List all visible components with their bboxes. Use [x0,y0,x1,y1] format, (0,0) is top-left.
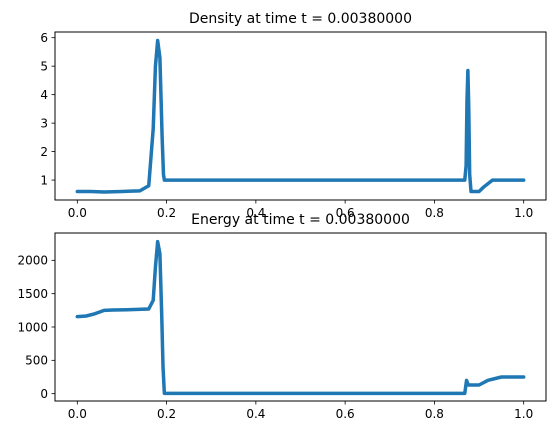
energy-y-tick-label: 2000 [17,254,48,268]
density-x-tick-label: 0.8 [425,206,444,220]
energy-x-tick-label: 0.0 [68,407,87,421]
energy-x-tick-label: 0.6 [336,407,355,421]
energy-x-tick-label: 0.8 [425,407,444,421]
energy-plot: 0.0 0.2 0.4 0.6 0.8 1.0 0 500 1000 1500 2000 Energ… [17,212,547,421]
density-x-tick-label: 0.0 [68,206,87,220]
energy-series-line [75,239,526,396]
energy-title: Energy at time t = 0.00380000 [191,212,410,228]
density-y-tick-label: 4 [40,88,48,102]
energy-y-tick-label: 500 [25,354,48,368]
energy-y-tick-label: 1500 [17,287,48,301]
energy-y-tick-label: 1000 [17,320,48,334]
density-series-layer [75,38,526,194]
energy-x-tick-label: 0.4 [246,407,265,421]
energy-x-tick-label: 0.2 [157,407,176,421]
density-y-tick-label: 6 [40,31,48,45]
energy-axes-frame [54,232,547,402]
density-x-tick-label: 0.4 [246,206,265,220]
energy-series-layer [75,239,526,396]
density-ticks-layer: 0.0 0.2 0.4 0.6 0.8 1.0 1 2 3 4 5 6 [40,31,533,220]
energy-ticks-layer: 0.0 0.2 0.4 0.6 0.8 1.0 0 500 1000 1500 2000 [17,254,533,421]
density-axes-frame [54,31,547,201]
density-y-tick-label: 1 [40,173,48,187]
density-x-tick-label: 0.6 [336,206,355,220]
density-x-tick-label: 1.0 [514,206,533,220]
density-title: Density at time t = 0.00380000 [189,11,412,27]
energy-y-tick-label: 0 [40,387,48,401]
energy-x-tick-label: 1.0 [514,407,533,421]
density-series-line [75,38,526,194]
density-y-tick-label: 3 [40,116,48,130]
density-x-tick-label: 0.2 [157,206,176,220]
density-y-tick-label: 2 [40,145,48,159]
density-plot: 0.0 0.2 0.4 0.6 0.8 1.0 1 2 3 4 5 6 Density at time… [40,11,547,220]
density-y-tick-label: 5 [40,59,48,73]
